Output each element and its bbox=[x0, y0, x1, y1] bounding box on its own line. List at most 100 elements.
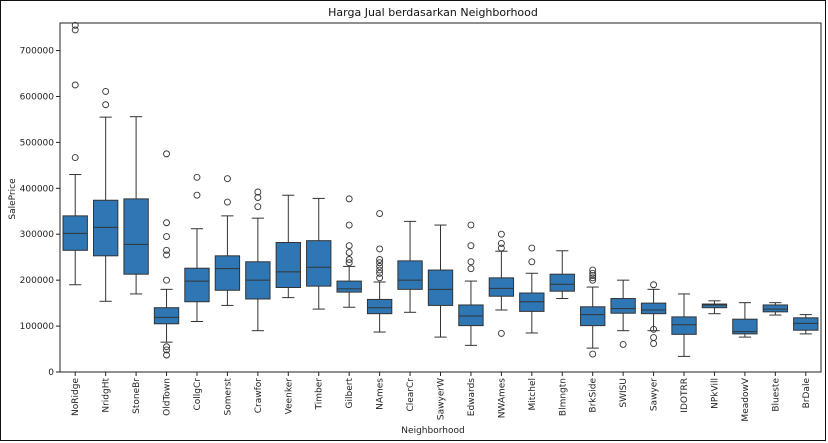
box-nridght bbox=[92, 199, 119, 257]
outlier-point bbox=[163, 343, 170, 351]
outlier-point bbox=[254, 194, 262, 201]
x-tick-label: Veenker bbox=[284, 378, 294, 415]
outlier-point bbox=[528, 258, 536, 266]
outlier-point bbox=[467, 221, 475, 229]
outlier-point bbox=[650, 334, 658, 342]
outlier-point bbox=[345, 242, 353, 250]
box-edwards bbox=[458, 304, 484, 327]
outlier-point bbox=[254, 188, 262, 196]
y-tick-label: 400000 bbox=[20, 184, 55, 194]
x-tick-label: ClearCr bbox=[406, 378, 416, 412]
outlier-point bbox=[376, 210, 384, 218]
outlier-point bbox=[345, 249, 353, 257]
outlier-point bbox=[163, 150, 170, 158]
y-tick-label: 600000 bbox=[20, 92, 55, 102]
x-tick-label: OldTown bbox=[163, 378, 173, 416]
y-tick-label: 0 bbox=[48, 368, 54, 378]
outlier-point bbox=[223, 175, 231, 183]
outlier-point bbox=[497, 244, 505, 252]
outlier-point bbox=[163, 251, 170, 259]
x-tick-label: Blueste bbox=[771, 378, 781, 412]
outlier-point bbox=[376, 262, 384, 270]
outlier-point bbox=[589, 274, 597, 282]
outlier-point bbox=[376, 269, 384, 277]
outlier-point bbox=[345, 259, 353, 267]
outlier-point bbox=[467, 258, 475, 266]
x-tick-label: NWAmes bbox=[497, 378, 507, 419]
box-collgcr bbox=[184, 267, 210, 303]
outlier-point bbox=[163, 346, 170, 354]
outlier-point bbox=[376, 274, 384, 282]
outlier-point bbox=[345, 256, 353, 263]
x-tick-label: SWISU bbox=[619, 378, 629, 408]
x-tick-label: StoneBr bbox=[132, 378, 142, 414]
outlier-point bbox=[163, 351, 170, 359]
box-blueste bbox=[762, 304, 789, 313]
box-sawyerw bbox=[427, 269, 454, 306]
x-tick-label: BrDale bbox=[802, 378, 812, 409]
x-tick-label: Edwards bbox=[467, 378, 477, 417]
outlier-point bbox=[589, 350, 597, 358]
x-tick-label: BrkSide bbox=[589, 378, 599, 413]
box-blmngtn bbox=[549, 273, 575, 292]
box-stonebr bbox=[123, 198, 149, 275]
outlier-point bbox=[71, 21, 79, 29]
outlier-point bbox=[497, 239, 505, 247]
x-tick-label: NAmes bbox=[376, 378, 386, 410]
outlier-point bbox=[102, 87, 110, 95]
x-tick-label: NPkVill bbox=[710, 378, 720, 409]
outlier-point bbox=[467, 265, 475, 273]
box-npkvill bbox=[701, 303, 728, 309]
outlier-point bbox=[589, 276, 597, 284]
outlier-point bbox=[650, 325, 658, 333]
outlier-point bbox=[71, 81, 79, 89]
box-clearcr bbox=[397, 260, 423, 290]
outlier-point bbox=[71, 154, 79, 161]
outlier-point bbox=[71, 26, 79, 34]
outlier-point bbox=[376, 266, 384, 274]
box-meadowv bbox=[732, 318, 758, 335]
x-tick-label: MeadowV bbox=[741, 377, 751, 421]
x-tick-label: IDOTRR bbox=[680, 378, 690, 413]
outlier-point bbox=[589, 272, 597, 280]
outlier-point bbox=[102, 101, 110, 109]
box-swisu bbox=[610, 298, 636, 314]
outlier-point bbox=[376, 256, 384, 263]
outlier-point bbox=[497, 230, 505, 238]
box-nwames bbox=[488, 277, 515, 297]
outlier-point bbox=[223, 198, 231, 206]
x-tick-label: Blmngtn bbox=[558, 378, 568, 416]
box-timber bbox=[306, 240, 332, 287]
outlier-point bbox=[163, 219, 170, 227]
x-tick-label: Sawyer bbox=[650, 378, 660, 411]
y-tick-label: 500000 bbox=[20, 138, 55, 148]
box-somerst bbox=[214, 255, 241, 291]
y-tick-label: 700000 bbox=[20, 47, 55, 57]
box-brkside bbox=[580, 306, 606, 327]
plot-area: 0 100000 200000 300000 400000 500000 600000 700… bbox=[20, 21, 822, 422]
x-tick-label: SawyerW bbox=[437, 378, 447, 420]
outlier-point bbox=[376, 259, 384, 267]
box-veenker bbox=[275, 242, 301, 289]
outlier-point bbox=[589, 266, 597, 274]
x-tick-label: Gilbert bbox=[345, 378, 355, 409]
box-gilbert bbox=[336, 280, 362, 293]
outlier-point bbox=[193, 173, 201, 181]
box-idotrr bbox=[671, 316, 697, 335]
outlier-point bbox=[376, 245, 384, 253]
outlier-point bbox=[163, 233, 170, 240]
outlier-point bbox=[345, 195, 353, 203]
box-names bbox=[366, 298, 393, 315]
outlier-point bbox=[650, 281, 658, 289]
x-tick-label: NridgHt bbox=[102, 378, 112, 413]
box-brdale bbox=[793, 317, 819, 331]
chart-title: Harga Jual berdasarkan Neighborhood bbox=[328, 6, 538, 19]
box-oldtown bbox=[153, 307, 180, 325]
outlier-point bbox=[193, 191, 201, 199]
outlier-point bbox=[528, 244, 536, 252]
y-tick-label: 100000 bbox=[20, 322, 55, 332]
outlier-point bbox=[163, 246, 170, 254]
outlier-point bbox=[619, 340, 627, 348]
